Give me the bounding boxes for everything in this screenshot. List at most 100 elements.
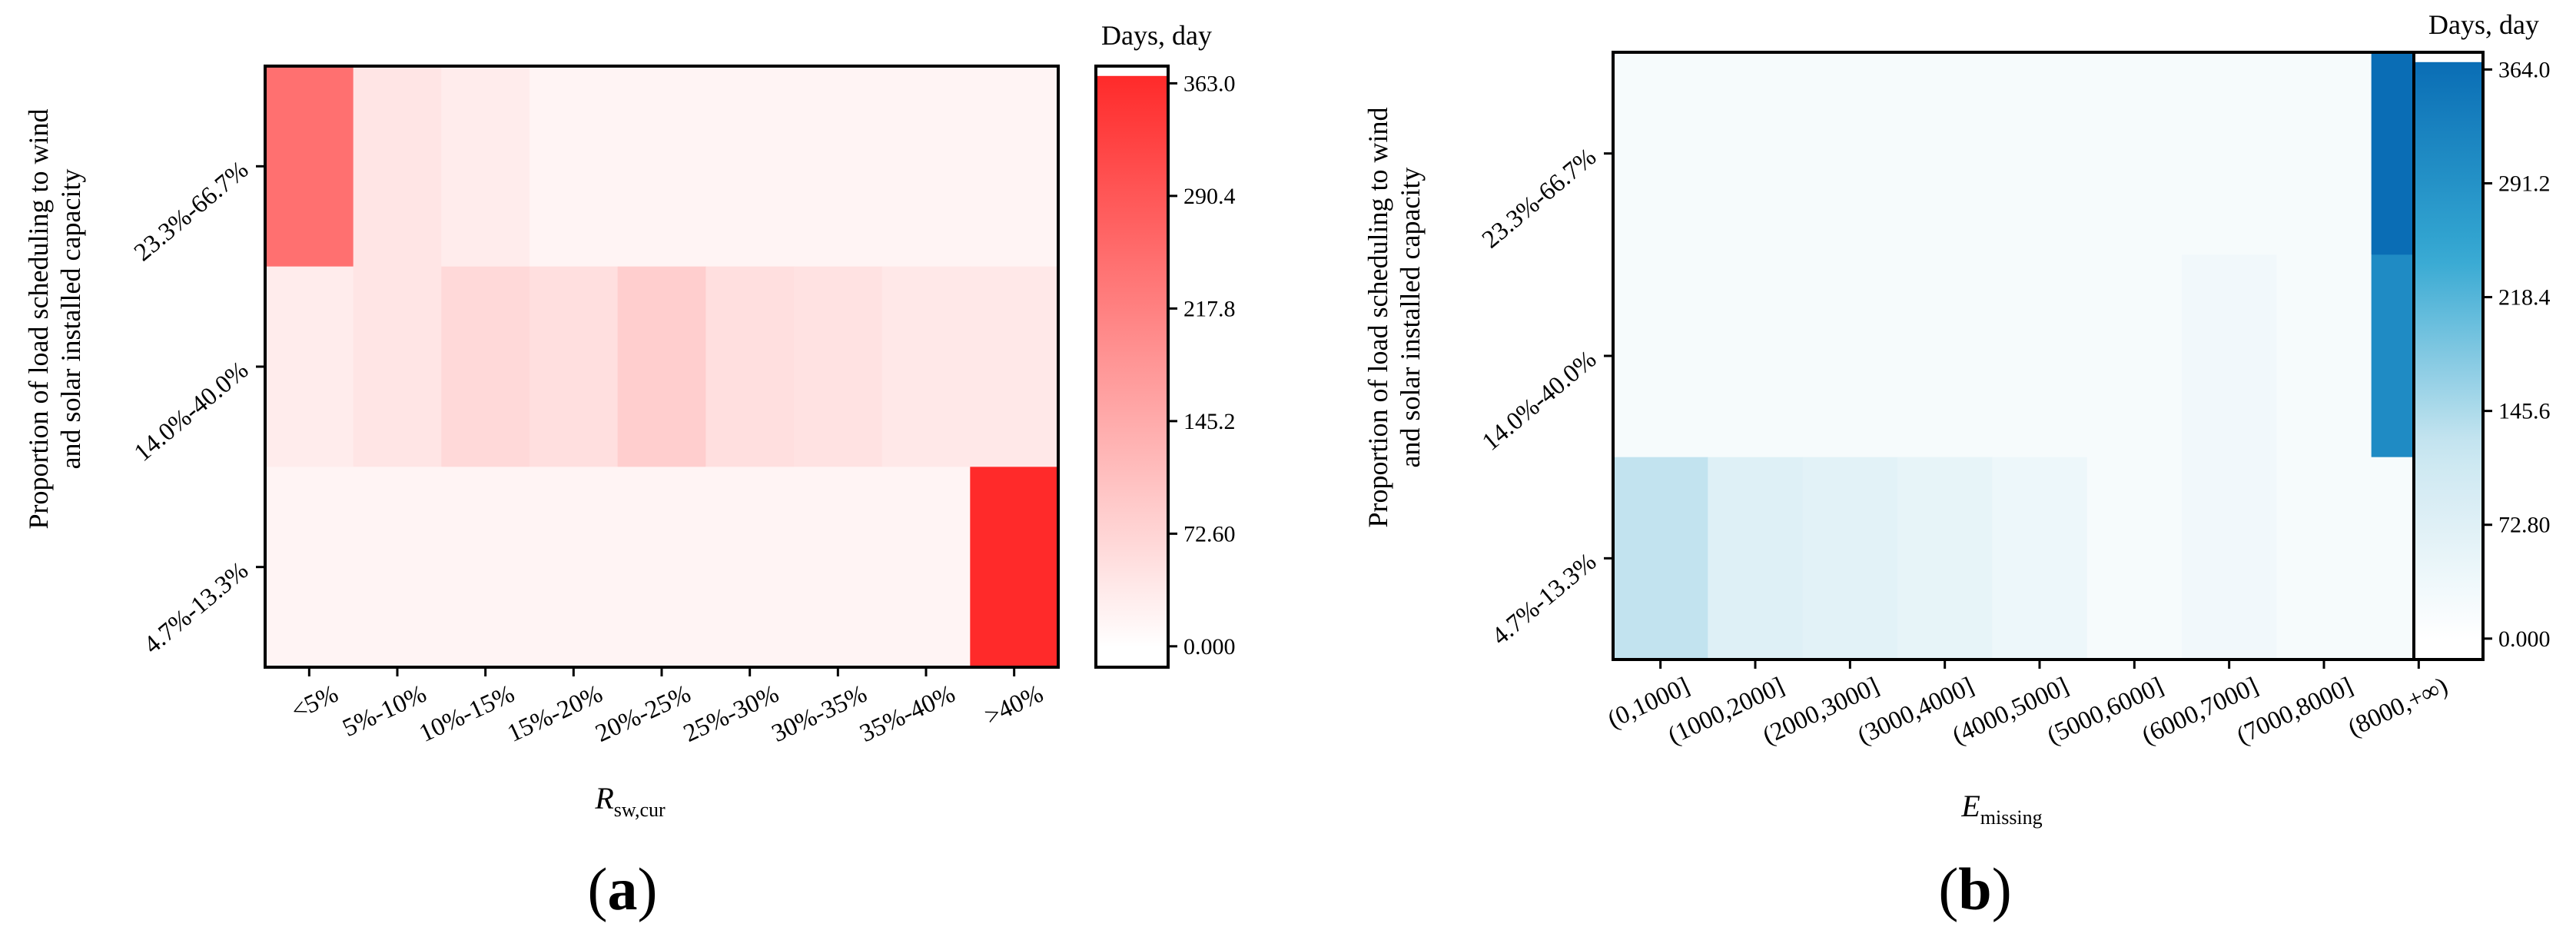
heatmap-cell (529, 66, 619, 267)
heatmap-cell (353, 266, 442, 467)
y-axis-label-line2: and solar installed capacity (1395, 168, 1426, 468)
heatmap-cell (617, 467, 706, 668)
colorbar-tick-label: 290.4 (1183, 184, 1236, 209)
heatmap-cell (970, 266, 1059, 467)
heatmap-cell (1708, 457, 1804, 660)
colorbar-tick-label: 0.000 (2498, 626, 2551, 652)
heatmap-panel-b: 23.3%-66.7%14.0%-40.0%4.7%-13.3%(0,1000]… (1363, 9, 2551, 922)
x-tick-label: 15%-20% (503, 680, 607, 748)
colorbar-tick-label: 363.0 (1183, 71, 1236, 96)
heatmap-cell (2182, 52, 2277, 255)
x-axis-label-main: R (594, 781, 613, 816)
colorbar-tick-label: 72.80 (2498, 513, 2551, 538)
y-axis-label: Proportion of load scheduling to windand… (1363, 108, 1426, 528)
x-axis-label-main: E (1960, 789, 1980, 823)
x-tick-label: 35%-40% (856, 680, 960, 748)
colorbar-frame (2412, 51, 2485, 661)
heatmap-cell (617, 66, 706, 267)
heatmap-cell (265, 66, 354, 267)
y-tick-label: 14.0%-40.0% (129, 357, 254, 467)
colorbar-tick-label: 217.8 (1183, 296, 1236, 321)
heatmap-cell (2182, 457, 2277, 660)
colorbar-gradient (2414, 61, 2483, 640)
heatmap-cell (705, 266, 795, 467)
heatmap-cell (1802, 52, 1898, 255)
x-tick-label: <5% (287, 680, 343, 726)
colorbar-title: Days, day (1101, 20, 1212, 51)
y-axis-label-line2: and solar installed capacity (55, 169, 86, 470)
colorbar-tick-label: 145.6 (2498, 399, 2551, 424)
heatmap-cell (1897, 52, 1993, 255)
heatmap-cell (2276, 254, 2372, 458)
heatmap-cell (617, 266, 706, 467)
x-tick-label: 30%-35% (768, 680, 871, 748)
heatmap-cell (265, 266, 354, 467)
y-tick-label: 23.3%-66.7% (129, 156, 254, 267)
panel-label: (a) (588, 856, 658, 922)
heatmap-cell (2086, 254, 2183, 458)
x-axis-label: Emissing (1960, 789, 2042, 829)
heatmap-cell (1992, 254, 2088, 458)
x-axis-label-sub: sw,cur (614, 799, 666, 821)
heatmap-cell (1897, 254, 1993, 458)
heatmap-cell (265, 467, 354, 668)
heatmap-cell (353, 66, 442, 267)
heatmap-cell (2086, 52, 2183, 255)
x-tick-label: 20%-25% (592, 680, 695, 748)
colorbar-gradient (1096, 75, 1168, 648)
y-axis-label-line1: Proportion of load scheduling to wind (23, 109, 54, 530)
x-tick-label: 10%-15% (415, 680, 519, 748)
heatmap-cell (705, 66, 795, 267)
heatmap-cell (1802, 457, 1898, 660)
x-tick-label: 5%-10% (339, 680, 431, 743)
x-tick-label: 25%-30% (679, 680, 783, 748)
heatmap-cell (1613, 52, 1708, 255)
heatmap-cell (794, 467, 883, 668)
heatmap-cell (529, 266, 619, 467)
heatmap-cell (1897, 457, 1993, 660)
panel-letter: a (608, 856, 638, 922)
heatmap-cell (794, 66, 883, 267)
heatmap-cell (353, 467, 442, 668)
y-axis-label-line1: Proportion of load scheduling to wind (1363, 108, 1393, 528)
colorbar-frame (1094, 65, 1170, 669)
y-axis-label: Proportion of load scheduling to windand… (23, 109, 86, 530)
heatmap-cell (881, 467, 971, 668)
heatmap-cell (1708, 52, 1804, 255)
colorbar-tick-label: 72.60 (1183, 521, 1236, 547)
panel-label: (b) (1938, 856, 2011, 922)
heatmap-cell (441, 66, 530, 267)
colorbar-tick-label: 291.2 (2498, 171, 2551, 196)
heatmap-cell (1613, 457, 1708, 660)
x-tick-label: >40% (981, 680, 1047, 731)
y-tick-label: 23.3%-66.7% (1477, 143, 1602, 254)
y-tick-label: 14.0%-40.0% (1477, 346, 1602, 457)
heatmap-cell (1992, 52, 2088, 255)
heatmap-cell (1708, 254, 1804, 458)
x-axis-label-sub: missing (1980, 806, 2043, 829)
x-axis-label: Rsw,cur (594, 781, 666, 821)
heatmap-cell (970, 467, 1059, 668)
x-tick-label: (8000,+∞) (2344, 673, 2452, 743)
heatmap-cell (2086, 457, 2183, 660)
heatmap-cell (2276, 52, 2372, 255)
heatmap-cell (881, 266, 971, 467)
y-tick-label: 4.7%-13.3% (139, 557, 254, 660)
heatmap-cell (529, 467, 619, 668)
y-tick-label: 4.7%-13.3% (1487, 548, 1602, 651)
heatmap-cell (794, 266, 883, 467)
heatmap-cell (1802, 254, 1898, 458)
colorbar-tick-label: 364.0 (2498, 57, 2551, 82)
heatmap-cell (1613, 254, 1708, 458)
colorbar-tick-label: 0.000 (1183, 634, 1236, 660)
heatmap-cell (441, 467, 530, 668)
heatmap-cell (441, 266, 530, 467)
heatmap-cell (705, 467, 795, 668)
heatmap-cell (2182, 254, 2277, 458)
colorbar-title: Days, day (2428, 9, 2539, 40)
colorbar-tick-label: 145.2 (1183, 409, 1236, 434)
heatmap-cell (1992, 457, 2088, 660)
heatmap-panel-a: 23.3%-66.7% 14.0%-40.0% 4.7%-13.3% <5%5%-10… (23, 20, 1236, 922)
heatmap-cell (881, 66, 971, 267)
